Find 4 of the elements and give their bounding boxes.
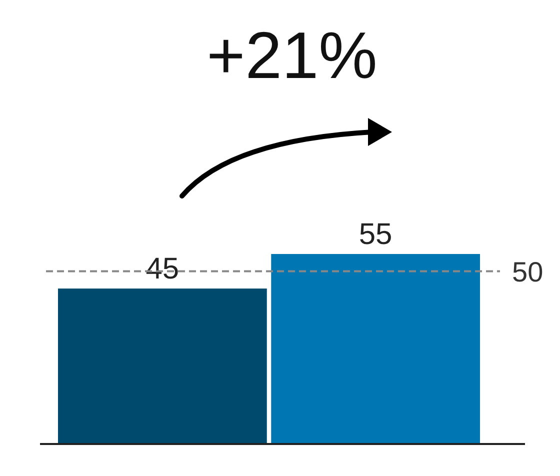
data-label: 55 xyxy=(358,218,392,251)
data-label: 45 xyxy=(146,252,180,286)
chart-title: +21% xyxy=(206,18,378,92)
ref-line-label: 50 xyxy=(512,256,544,288)
